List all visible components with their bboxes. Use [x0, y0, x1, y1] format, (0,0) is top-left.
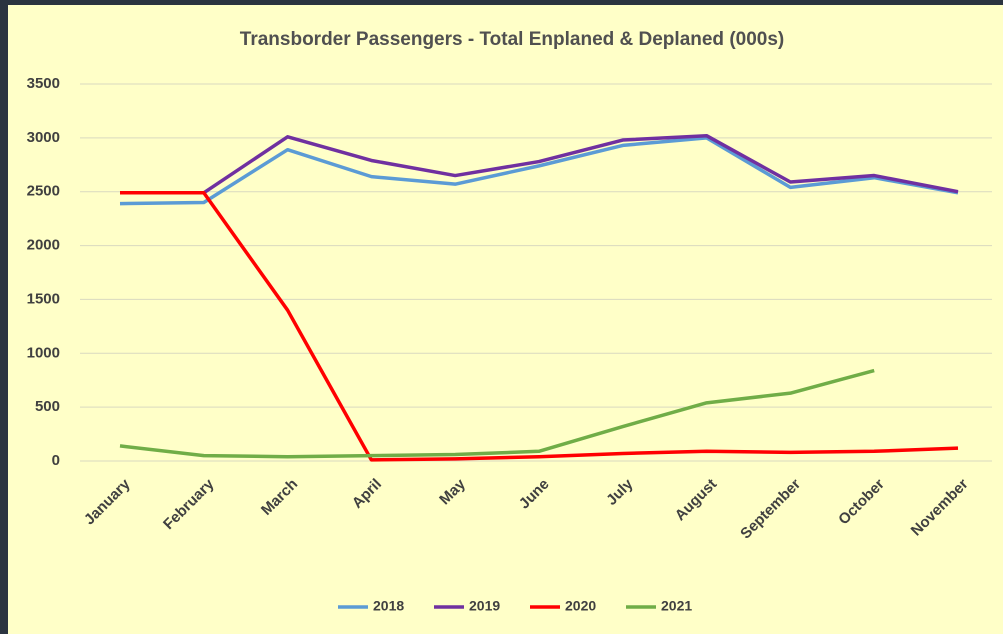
y-tick-label: 2000	[27, 237, 60, 254]
y-tick-label: 1000	[27, 344, 60, 361]
series-line	[120, 191, 959, 462]
y-tick-label: 0	[52, 452, 60, 469]
legend-label: 2020	[565, 598, 596, 614]
y-tick-label: 2500	[27, 183, 60, 200]
series-line	[120, 133, 959, 195]
chart-title: Transborder Passengers - Total Enplaned …	[240, 29, 784, 50]
y-tick-label: 3500	[27, 75, 60, 92]
legend-label: 2018	[373, 598, 404, 614]
chart-background	[8, 5, 1003, 634]
y-tick-label: 500	[35, 398, 60, 415]
series-line	[119, 136, 959, 206]
y-tick-label: 3000	[27, 129, 60, 146]
legend-label: 2019	[469, 598, 500, 614]
y-tick-label: 1500	[27, 290, 60, 307]
series-line	[119, 368, 875, 459]
legend-label: 2021	[661, 598, 692, 614]
